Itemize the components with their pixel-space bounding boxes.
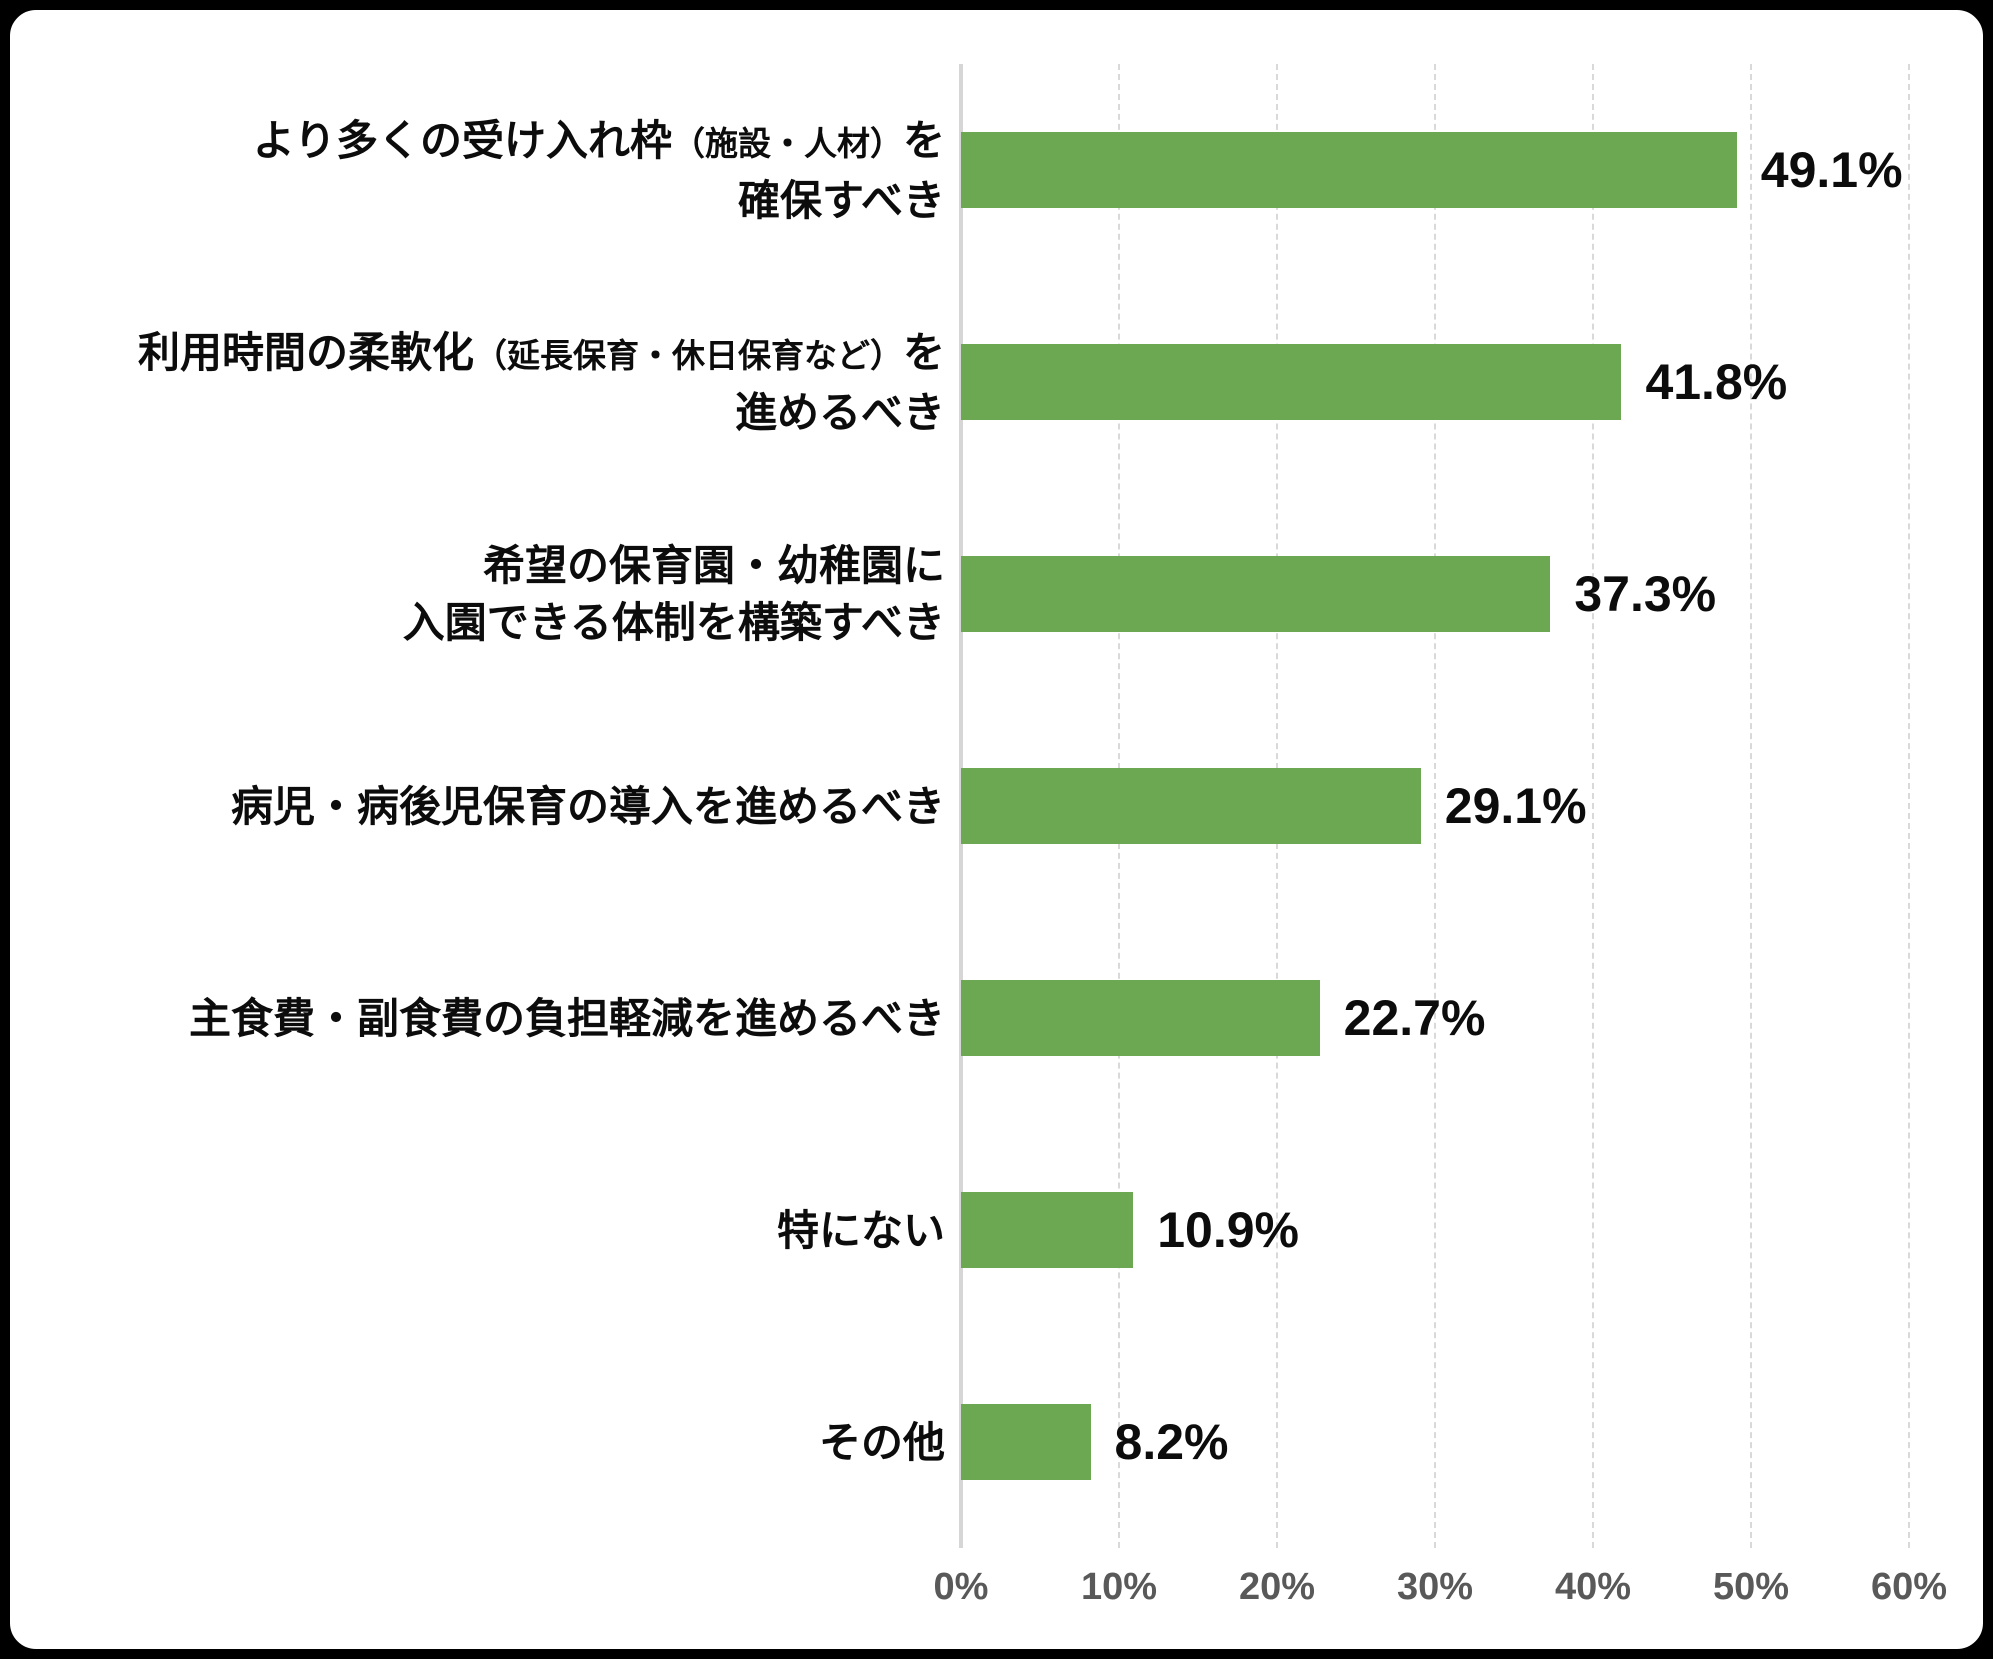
bar-zone: 37.3% — [961, 488, 1909, 700]
chart-row: 希望の保育園・幼稚園に入園できる体制を構築すべき 37.3% — [10, 488, 1909, 700]
gridline-50% — [1750, 64, 1752, 1548]
category-label: 利用時間の柔軟化（延長保育・休日保育など）を 進めるべき — [10, 324, 945, 441]
bar-value-label: 22.7% — [1343, 990, 1486, 1046]
chart-row: 病児・病後児保育の導入を進めるべき 29.1% — [10, 700, 1909, 912]
chart-row: 利用時間の柔軟化（延長保育・休日保育など）を 進めるべき 41.8% — [10, 276, 1909, 488]
gridline-60% — [1908, 64, 1910, 1548]
x-tick-label-20%: 20% — [1238, 1566, 1316, 1608]
gridline-30% — [1434, 64, 1436, 1548]
category-label-segment: 希望の保育園・幼稚園に — [482, 542, 945, 589]
bar — [961, 1404, 1091, 1480]
category-label: 希望の保育園・幼稚園に入園できる体制を構築すべき — [10, 537, 945, 651]
bar — [961, 556, 1551, 632]
category-label-segment-small: （施設・人材） — [671, 124, 903, 162]
x-tick-label-10%: 10% — [1080, 1566, 1158, 1608]
category-label-segment: を — [902, 116, 945, 164]
bar — [961, 768, 1421, 844]
category-label-segment: 特にない — [776, 1206, 945, 1254]
bar-value-label: 49.1% — [1760, 142, 1903, 198]
chart-row: 主食費・副食費の負担軽減を進めるべき 22.7% — [10, 912, 1909, 1124]
category-label-line: より多くの受け入れ枠（施設・人材）を — [10, 112, 945, 172]
category-label-line: 主食費・副食費の負担軽減を進めるべき — [10, 990, 945, 1047]
category-label-segment-small: （延長保育・休日保育など） — [473, 336, 903, 374]
category-label-line: 特にない — [10, 1202, 945, 1259]
bar-zone: 22.7% — [961, 912, 1909, 1124]
category-label-segment: 進めるべき — [734, 388, 945, 436]
category-label-line: 病児・病後児保育の導入を進めるべき — [10, 778, 945, 835]
gridline-40% — [1592, 64, 1594, 1548]
chart-row: 特にない 10.9% — [10, 1124, 1909, 1336]
bar-value-label: 8.2% — [1114, 1414, 1229, 1470]
category-label-line: 利用時間の柔軟化（延長保育・休日保育など）を — [10, 324, 945, 384]
category-label-line: その他 — [10, 1414, 945, 1471]
category-label-segment: 主食費・副食費の負担軽減を進めるべき — [188, 994, 945, 1042]
chart-row: その他 8.2% — [10, 1336, 1909, 1548]
bar-rows: より多くの受け入れ枠（施設・人材）を 確保すべき 49.1% 利用時間の柔軟化（延長保… — [10, 64, 1909, 1548]
category-label: その他 — [10, 1414, 945, 1471]
bar — [961, 132, 1737, 208]
category-label-line: 入園できる体制を構築すべき — [10, 594, 945, 651]
bar-zone: 29.1% — [961, 700, 1909, 912]
x-tick-label-50%: 50% — [1712, 1566, 1790, 1608]
category-label-segment: より多くの受け入れ枠 — [252, 116, 672, 164]
chart-row: より多くの受け入れ枠（施設・人材）を 確保すべき 49.1% — [10, 64, 1909, 276]
bar-value-label: 37.3% — [1574, 566, 1717, 622]
category-label-segment: 入園できる体制を構築すべき — [402, 599, 945, 646]
category-label: より多くの受け入れ枠（施設・人材）を 確保すべき — [10, 112, 945, 229]
bar-value-label: 41.8% — [1645, 354, 1788, 410]
category-label-segment: その他 — [818, 1418, 945, 1466]
bar — [961, 344, 1622, 420]
category-label-segment: 病児・病後児保育の導入を進めるべき — [230, 782, 945, 830]
bar-value-label: 29.1% — [1444, 778, 1587, 834]
category-label-segment: を — [902, 328, 945, 376]
bar-zone: 41.8% — [961, 276, 1909, 488]
category-label: 特にない — [10, 1202, 945, 1259]
category-label-line: 希望の保育園・幼稚園に — [10, 537, 945, 594]
category-label: 主食費・副食費の負担軽減を進めるべき — [10, 990, 945, 1047]
bar — [961, 980, 1320, 1056]
bar-zone: 10.9% — [961, 1124, 1909, 1336]
x-tick-label-30%: 30% — [1396, 1566, 1474, 1608]
bar — [961, 1192, 1134, 1268]
category-label: 病児・病後児保育の導入を進めるべき — [10, 778, 945, 835]
x-tick-label-0%: 0% — [933, 1566, 989, 1608]
category-label-segment: 確保すべき — [737, 176, 945, 224]
bar-value-label: 10.9% — [1157, 1202, 1299, 1258]
bar-zone: 49.1% — [961, 64, 1909, 276]
bar-zone: 8.2% — [961, 1336, 1909, 1548]
category-label-line: 進めるべき — [10, 384, 945, 441]
category-label-line: 確保すべき — [10, 172, 945, 229]
category-label-segment: 利用時間の柔軟化 — [137, 328, 474, 376]
x-tick-label-60%: 60% — [1870, 1566, 1948, 1608]
x-tick-label-40%: 40% — [1554, 1566, 1632, 1608]
